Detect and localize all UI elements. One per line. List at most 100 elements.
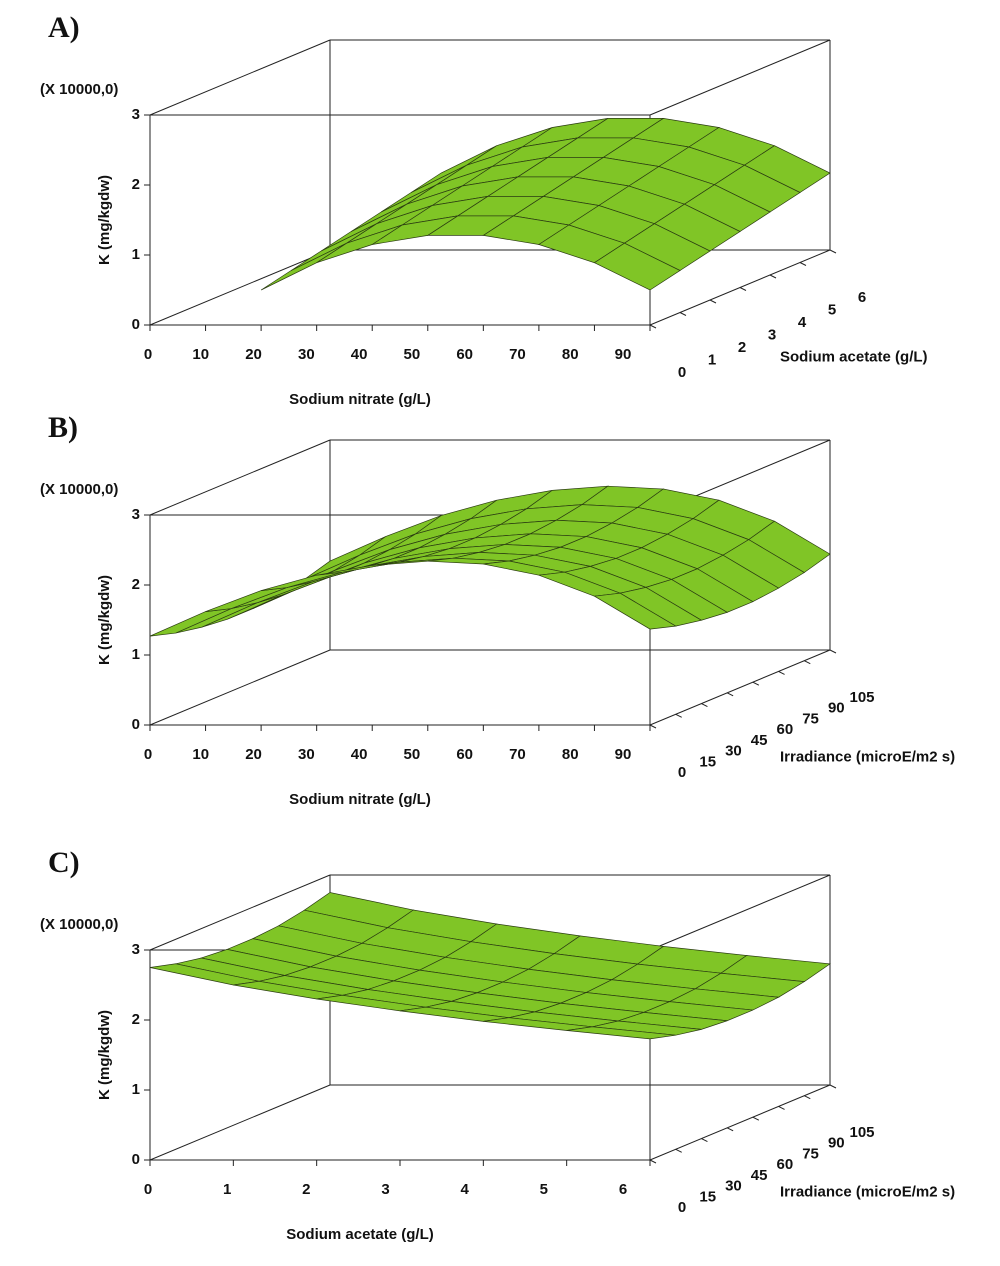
x-axis-label: Sodium nitrate (g/L) — [289, 391, 431, 408]
x-tick-label: 30 — [298, 746, 315, 763]
axis-box-edge — [149, 439, 331, 516]
x-tick-label: 80 — [562, 746, 579, 763]
axis-multiplier: (X 10000,0) — [40, 916, 118, 933]
x-tick-label: 90 — [615, 346, 632, 363]
y-tick-label: 4 — [798, 314, 807, 331]
x-tick-label: 40 — [351, 746, 368, 763]
y-tick — [701, 703, 708, 708]
y-tick — [726, 692, 734, 697]
x-tick-label: 0 — [144, 1181, 152, 1198]
y-tick-label: 15 — [699, 1188, 716, 1205]
y-tick — [649, 1159, 657, 1164]
y-tick — [769, 274, 777, 279]
surface-patch — [593, 242, 681, 291]
y-tick-label: 30 — [725, 1178, 742, 1195]
x-tick-label: 6 — [619, 1181, 627, 1198]
x-tick-label: 30 — [298, 346, 315, 363]
axis-box-edge — [649, 874, 831, 951]
x-axis-label: Sodium acetate (g/L) — [286, 1226, 434, 1243]
surface-patch — [260, 242, 347, 291]
axis-box-edge — [649, 1084, 831, 1161]
y-tick — [675, 1148, 682, 1153]
z-tick-label: 1 — [132, 246, 140, 263]
axis-box-edge — [149, 1084, 331, 1161]
y-tick — [752, 681, 760, 686]
y-axis-label: Irradiance (microE/m2 s) — [780, 1183, 955, 1200]
z-tick-label: 3 — [132, 106, 140, 123]
x-tick-label: 70 — [509, 746, 526, 763]
x-axis-label: Sodium nitrate (g/L) — [289, 791, 431, 808]
x-tick-label: 50 — [404, 346, 421, 363]
surface-patch — [231, 581, 313, 609]
y-tick — [752, 1116, 760, 1121]
x-tick-label: 0 — [144, 746, 152, 763]
y-tick — [679, 312, 687, 316]
y-tick — [649, 324, 657, 329]
x-tick-label: 20 — [245, 746, 262, 763]
x-tick-label: 4 — [460, 1181, 469, 1198]
y-tick-label: 0 — [678, 1199, 686, 1216]
y-tick-label: 3 — [768, 326, 776, 343]
y-axis-label: Irradiance (microE/m2 s) — [780, 748, 955, 765]
y-tick-label: 1 — [708, 351, 716, 368]
y-tick — [739, 287, 747, 291]
x-tick-label: 80 — [562, 346, 579, 363]
y-tick — [701, 1138, 708, 1143]
z-axis-label: K (mg/kgdw) — [96, 1010, 113, 1100]
x-tick-label: 0 — [144, 346, 152, 363]
y-tick — [649, 724, 657, 729]
x-tick-label: 20 — [245, 346, 262, 363]
x-tick-label: 3 — [381, 1181, 389, 1198]
y-tick-label: 60 — [777, 1156, 794, 1173]
axis-multiplier: (X 10000,0) — [40, 481, 118, 498]
z-tick-label: 2 — [132, 576, 140, 593]
y-tick — [726, 1127, 734, 1132]
x-tick-label: 10 — [192, 346, 209, 363]
surface-patch — [149, 608, 232, 637]
x-tick-label: 50 — [404, 746, 421, 763]
y-tick — [804, 660, 811, 665]
x-tick-label: 90 — [615, 746, 632, 763]
y-tick — [829, 249, 837, 254]
z-tick-label: 2 — [132, 1011, 140, 1028]
y-tick-label: 75 — [802, 1145, 819, 1162]
y-tick-label: 6 — [858, 289, 866, 306]
axis-box-edge — [149, 874, 331, 951]
y-axis-label: Sodium acetate (g/L) — [780, 348, 928, 365]
axis-box-edge — [649, 649, 831, 726]
axis-box-edge — [149, 649, 331, 726]
z-tick-label: 0 — [132, 716, 140, 733]
y-tick-label: 45 — [751, 1167, 768, 1184]
y-tick — [829, 649, 837, 654]
y-tick — [709, 299, 717, 304]
x-tick-label: 60 — [456, 746, 473, 763]
axis-box-edge — [149, 249, 331, 326]
surface-patch — [593, 592, 677, 630]
y-tick — [778, 1105, 785, 1110]
surface-patch — [566, 1026, 676, 1040]
y-tick-label: 5 — [828, 301, 836, 318]
x-tick-label: 70 — [509, 346, 526, 363]
axis-multiplier: (X 10000,0) — [40, 81, 118, 98]
z-tick-label: 1 — [132, 1081, 140, 1098]
y-tick-label: 75 — [802, 710, 819, 727]
z-tick-label: 0 — [132, 1151, 140, 1168]
x-tick-label: 60 — [456, 346, 473, 363]
y-tick-label: 2 — [738, 339, 746, 356]
y-tick-label: 105 — [849, 689, 874, 706]
y-tick — [778, 670, 785, 675]
x-tick-label: 40 — [351, 346, 368, 363]
y-tick — [799, 262, 807, 266]
y-tick-label: 45 — [751, 732, 768, 749]
axis-box-edge — [149, 39, 331, 116]
y-tick-label: 105 — [849, 1124, 874, 1141]
z-tick-label: 3 — [132, 941, 140, 958]
z-tick-label: 0 — [132, 316, 140, 333]
x-tick-label: 2 — [302, 1181, 310, 1198]
y-tick — [804, 1095, 811, 1100]
z-axis-label: K (mg/kgdw) — [96, 575, 113, 665]
z-tick-label: 1 — [132, 646, 140, 663]
y-tick-label: 30 — [725, 743, 742, 760]
x-tick-label: 5 — [540, 1181, 548, 1198]
